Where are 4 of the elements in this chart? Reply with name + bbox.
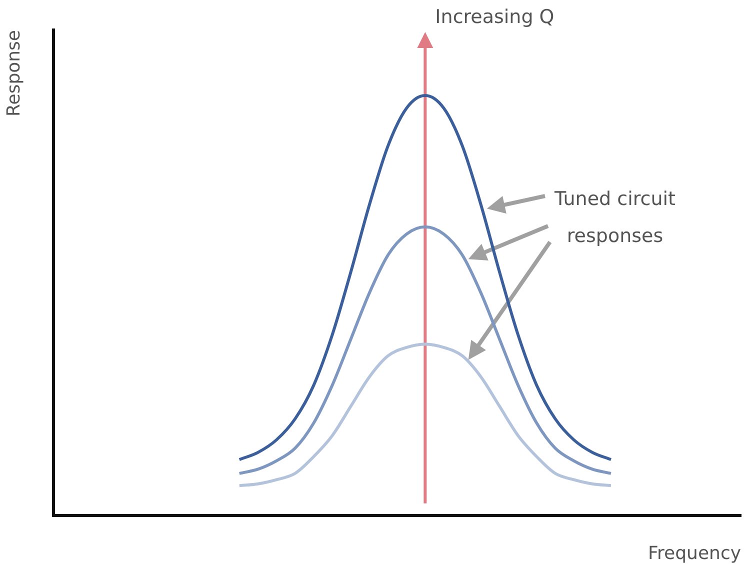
annotation: Tuned circuit responses (554, 188, 676, 247)
x-axis-title: Frequency (648, 542, 742, 564)
y-axis-title: Response (3, 30, 24, 116)
text: Increasing Q (435, 6, 554, 28)
